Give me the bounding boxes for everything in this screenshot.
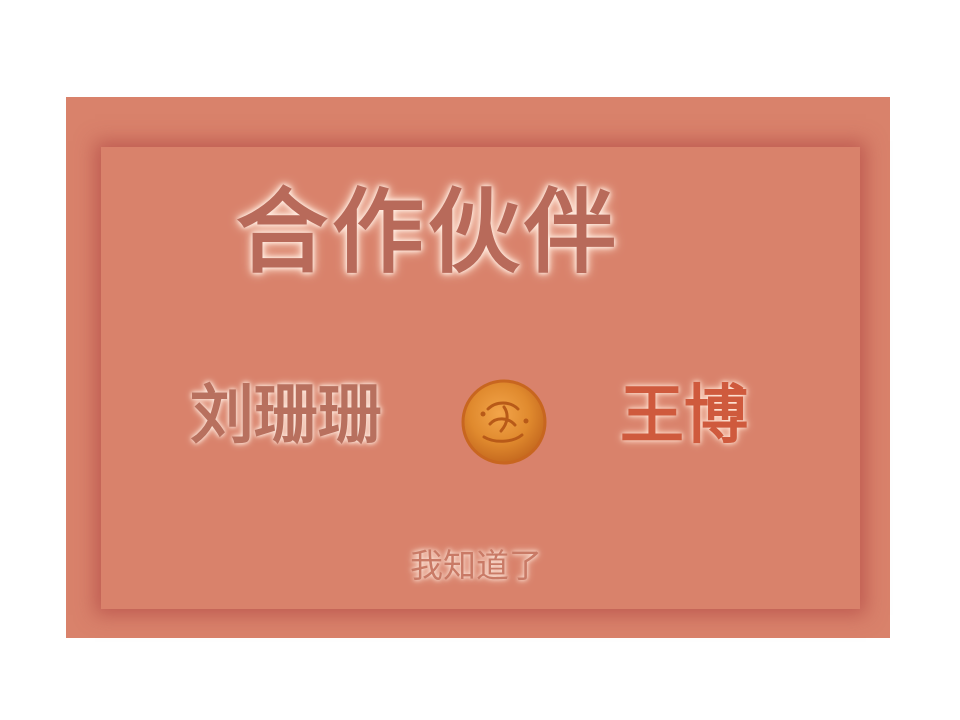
confirm-button[interactable]: 我知道了 bbox=[410, 546, 542, 585]
orange-coin-icon bbox=[461, 379, 547, 465]
partner-left-name: 刘珊珊 bbox=[190, 379, 382, 453]
dialog-title: 合作伙伴 bbox=[235, 179, 620, 286]
partner-right-name: 王博 bbox=[620, 379, 748, 453]
partner-dialog: 合作伙伴 刘珊珊 王博 我知道了 bbox=[66, 97, 890, 638]
partner-panel bbox=[101, 147, 860, 609]
